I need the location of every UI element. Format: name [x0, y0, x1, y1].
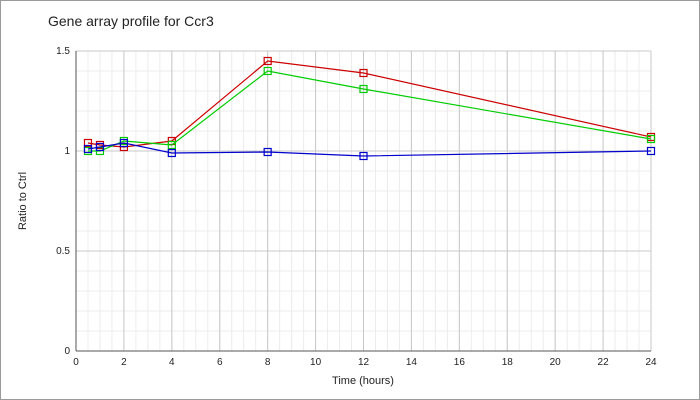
y-tick-label: 0 [64, 346, 70, 357]
data-point [263, 56, 272, 66]
data-point [263, 147, 272, 157]
data-point [83, 144, 93, 154]
y-tick-label: 1 [64, 146, 70, 157]
data-point [646, 134, 656, 144]
data-point [95, 142, 105, 152]
x-tick-label: 12 [358, 357, 370, 368]
x-tick-label: 2 [121, 357, 127, 368]
x-tick-label: 16 [454, 357, 466, 368]
x-tick-label: 0 [73, 357, 79, 368]
x-tick-label: 8 [265, 357, 271, 368]
x-tick-label: 20 [550, 357, 562, 368]
x-tick-label: 22 [598, 357, 610, 368]
x-tick-label: 14 [406, 357, 418, 368]
data-point [263, 66, 272, 76]
data-point [359, 84, 368, 94]
x-tick-label: 24 [645, 357, 657, 368]
series-line [87, 142, 652, 157]
data-point [359, 68, 368, 78]
chart-title: Gene array profile for Ccr3 [48, 13, 214, 29]
series-line [87, 60, 652, 148]
x-axis-label: Time (hours) [332, 375, 394, 387]
data-point [83, 138, 93, 148]
series-group [83, 56, 656, 161]
data-point [646, 146, 656, 156]
x-tick-label: 10 [310, 357, 322, 368]
y-tick-label: 0.5 [56, 246, 70, 257]
data-point [167, 140, 176, 150]
x-tick-label: 18 [502, 357, 514, 368]
x-tick-label: 6 [217, 357, 223, 368]
data-point [167, 148, 176, 158]
data-point [359, 151, 368, 161]
y-axis-label: Ratio to Ctrl [17, 172, 29, 230]
data-point [119, 138, 129, 148]
series-3 [83, 138, 656, 161]
grid [75, 50, 652, 352]
y-tick-label: 1.5 [56, 46, 70, 57]
axes [75, 51, 651, 352]
x-tick-label: 4 [169, 357, 175, 368]
